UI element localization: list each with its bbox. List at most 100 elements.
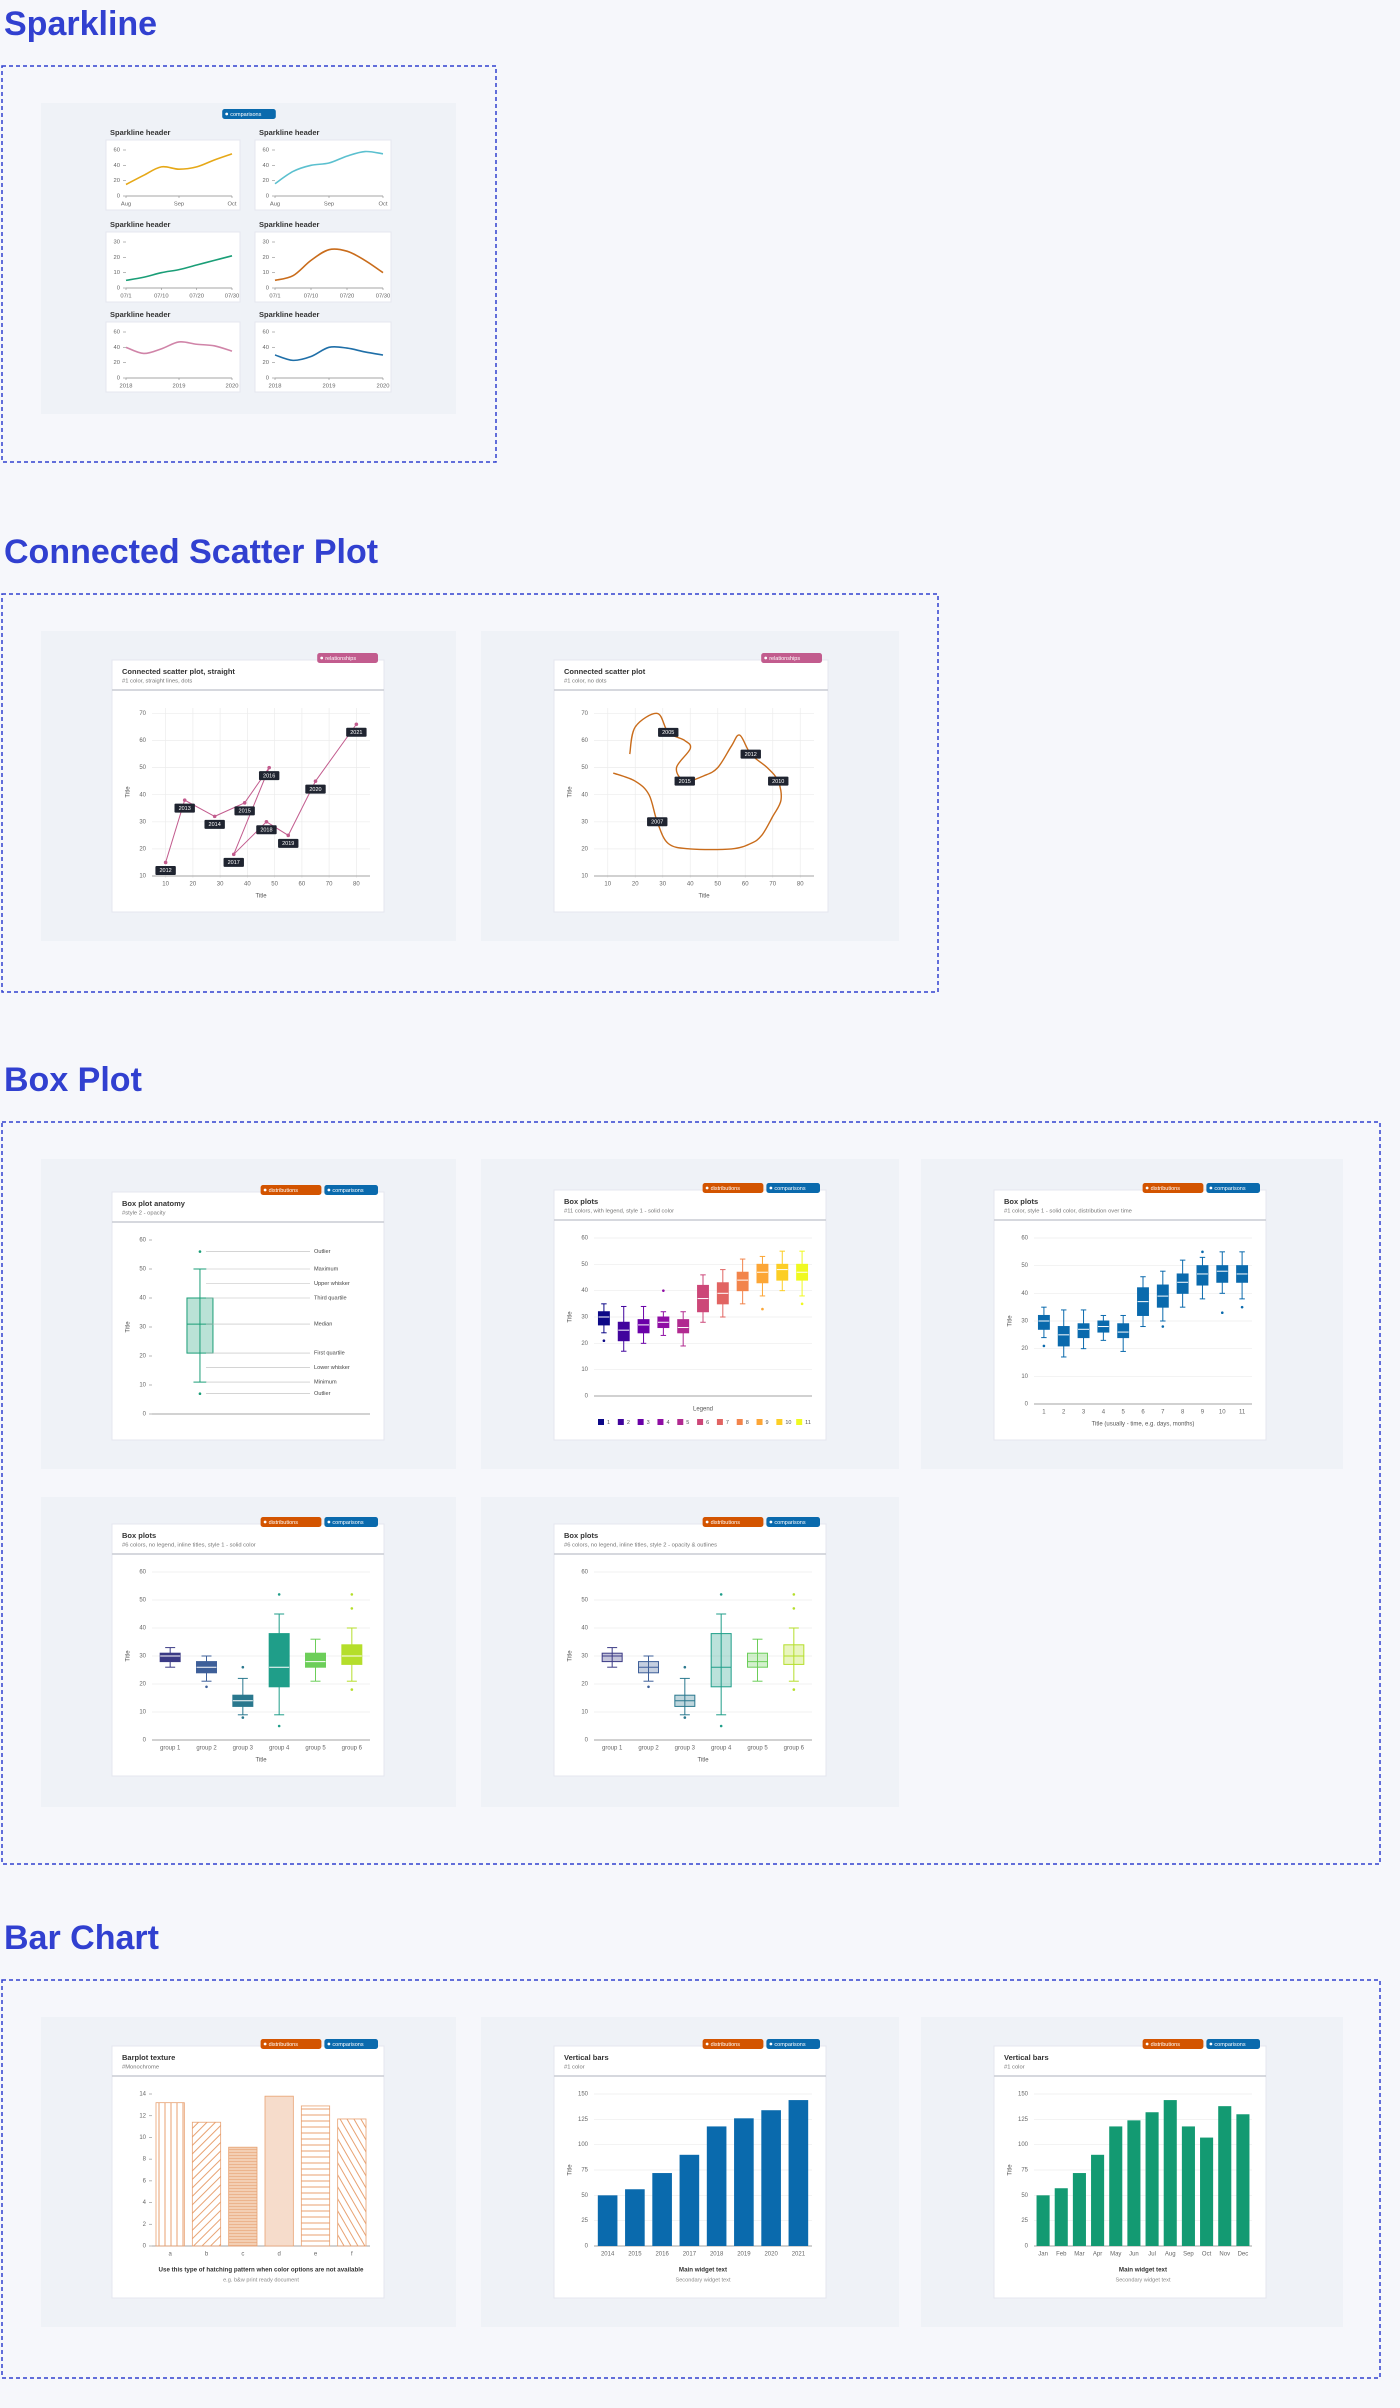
tag-label: comparisons [774, 2042, 805, 2048]
tag [702, 2039, 764, 2049]
chart-card: Box plots #11 colors, with legend, style … [553, 1183, 827, 1441]
outlier [719, 1593, 723, 1596]
outlier [602, 1339, 606, 1342]
y-axis-label: Title [1008, 1315, 1014, 1327]
x-tick-label: 07/10 [304, 294, 319, 300]
x-tick-label: Aug [121, 202, 131, 208]
box [736, 1271, 749, 1292]
legend-swatch [736, 1419, 743, 1425]
connected-line [613, 712, 782, 851]
card-bg [105, 231, 241, 303]
x-tick-label: 30 [659, 882, 666, 888]
x-tick-label: Apr [1093, 2252, 1102, 2258]
x-tick-label: group 4 [269, 1746, 290, 1752]
x-axis-label: Title [697, 1758, 709, 1764]
x-tick-label: 07/20 [340, 294, 355, 300]
sparkline [125, 153, 233, 186]
legend-title: Legend [693, 1407, 713, 1413]
y-tick-label: 10 [1021, 1374, 1028, 1380]
chart-card: Vertical bars #1 color comparisons distribu… [993, 2039, 1267, 2299]
point [286, 833, 291, 838]
bar [734, 2118, 754, 2246]
outlier [205, 1685, 208, 1689]
legend-swatch [657, 1419, 664, 1425]
y-tick-label: 10 [263, 270, 269, 276]
outlier [350, 1593, 354, 1596]
bar [1163, 2100, 1177, 2246]
y-tick-label: 60 [139, 1238, 146, 1244]
y-tick-label: 20 [263, 178, 269, 184]
tag-dot [263, 2042, 267, 2046]
x-tick-label: 2020 [377, 384, 390, 390]
x-tick-label: group 5 [747, 1746, 768, 1752]
card-subtitle: #1 color, straight lines, dots [122, 679, 192, 685]
legend-label: 2 [627, 1420, 630, 1426]
annotation-label: Median [314, 1322, 332, 1328]
tag-label: distributions [1151, 1186, 1181, 1192]
card-bg [111, 1523, 385, 1777]
y-tick-label: 0 [266, 194, 269, 200]
bar [1200, 2137, 1214, 2246]
outlier [198, 1392, 202, 1395]
y-axis-label: Title [568, 786, 574, 798]
point-label: 2010 [772, 779, 784, 785]
x-tick-label: Oct [378, 202, 387, 208]
card-title: Sparkline header [110, 128, 171, 137]
x-tick-label: 07/30 [376, 294, 391, 300]
legend-label: 1 [607, 1420, 610, 1426]
y-tick-label: 10 [139, 874, 146, 880]
x-tick-label: Oct [1202, 2252, 1212, 2258]
tag [766, 2039, 820, 2049]
subcaption: e.g. b&w print ready document [223, 2277, 299, 2283]
card-title: Sparkline header [110, 310, 171, 319]
legend-swatch [598, 1419, 604, 1425]
x-tick-label: 2019 [173, 384, 186, 390]
y-tick-label: 50 [139, 1598, 146, 1604]
tag-dot [327, 1188, 331, 1192]
x-tick-label: 60 [742, 882, 749, 888]
bar [597, 2195, 618, 2246]
x-tick-label: group 3 [233, 1746, 254, 1752]
tag-dot [327, 2042, 331, 2046]
bar [761, 2110, 781, 2246]
card-title: Vertical bars [1004, 2053, 1049, 2062]
bar [1072, 2173, 1086, 2246]
outlier [800, 1302, 804, 1306]
card-title: Vertical bars [564, 2053, 609, 2062]
y-tick-label: 40 [139, 1296, 146, 1302]
bar [788, 2100, 809, 2246]
y-tick-label: 25 [1021, 2218, 1028, 2224]
y-tick-label: 20 [581, 1682, 588, 1688]
x-tick-label: Feb [1056, 2252, 1067, 2258]
y-tick-label: 20 [263, 255, 269, 261]
outlier [350, 1688, 354, 1691]
bar [264, 2095, 294, 2247]
point-label-bg [174, 803, 195, 813]
outlier [719, 1724, 723, 1728]
point-label-bg [256, 825, 277, 835]
bar [1145, 2112, 1159, 2246]
point-label-bg [658, 727, 679, 737]
legend-label: 8 [746, 1420, 749, 1426]
outlier [792, 1607, 796, 1610]
point-label: 2016 [263, 773, 275, 779]
tag [317, 653, 378, 663]
caption: Main widget text [679, 2267, 727, 2274]
tag-label: comparisons [774, 1186, 805, 1192]
x-axis-label: Title [698, 894, 710, 900]
annotation-label: Upper whisker [314, 1281, 350, 1287]
x-tick-label: 07/1 [269, 294, 280, 300]
tag-label: relationships [325, 656, 356, 662]
bar [191, 2121, 222, 2247]
y-tick-label: 50 [581, 1598, 588, 1604]
point-label: 2013 [179, 806, 191, 812]
legend-label: 3 [647, 1420, 650, 1426]
annotation-label: Minimum [314, 1380, 337, 1386]
tag [1142, 2039, 1204, 2049]
chart-card: Vertical bars #1 color comparisons distribu… [553, 2039, 827, 2299]
x-tick-label: 07/10 [154, 294, 169, 300]
tag [1206, 2039, 1260, 2049]
y-tick-label: 50 [1021, 1263, 1028, 1269]
bar [155, 2102, 185, 2247]
